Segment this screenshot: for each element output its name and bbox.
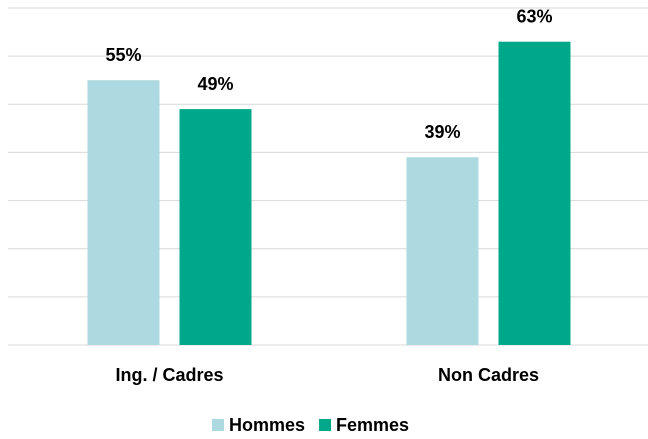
data-label: 55% bbox=[105, 45, 141, 65]
legend-swatch bbox=[319, 419, 332, 431]
data-label: 39% bbox=[424, 122, 460, 142]
bar bbox=[406, 157, 479, 345]
x-tick-label: Ing. / Cadres bbox=[115, 365, 223, 385]
bar bbox=[498, 41, 571, 345]
legend-swatch bbox=[212, 419, 224, 431]
legend-label: Hommes bbox=[229, 415, 305, 435]
bar bbox=[179, 109, 252, 345]
bar bbox=[87, 80, 160, 345]
legend-label: Femmes bbox=[336, 415, 409, 435]
data-label: 49% bbox=[197, 74, 233, 94]
x-tick-label: Non Cadres bbox=[438, 365, 539, 385]
data-label: 63% bbox=[516, 6, 552, 26]
